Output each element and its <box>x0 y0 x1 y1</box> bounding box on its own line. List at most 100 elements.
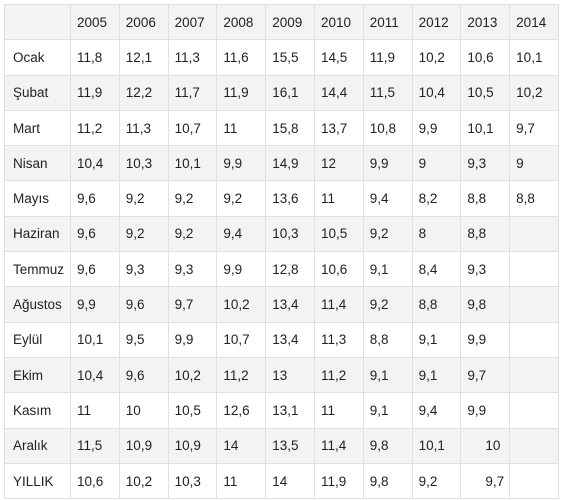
value-cell: 10,4 <box>70 356 120 394</box>
value-cell: 11,3 <box>167 39 218 76</box>
month-label-cell: Mayıs <box>4 180 71 217</box>
value-cell: 9,9 <box>411 109 462 147</box>
value-cell: 9,3 <box>460 145 511 182</box>
value-cell: 10,1 <box>509 39 559 76</box>
value-cell: 12,8 <box>265 251 315 288</box>
value-cell: 9 <box>411 145 462 182</box>
value-cell: 16,1 <box>265 74 315 111</box>
month-label-cell: Eylül <box>4 321 71 358</box>
value-cell: 12,2 <box>118 74 169 111</box>
year-header-cell: 2009 <box>265 3 315 41</box>
value-cell: 9,9 <box>362 145 413 182</box>
value-cell: 13,1 <box>265 392 315 429</box>
value-cell: 13,5 <box>265 427 315 464</box>
year-header-cell: 2010 <box>313 3 364 41</box>
value-cell: 10 <box>460 427 511 464</box>
value-cell: 9,6 <box>118 286 169 323</box>
month-label-cell: Haziran <box>4 215 71 253</box>
value-cell: 9,4 <box>362 180 413 217</box>
value-cell: 9,9 <box>167 321 218 358</box>
value-cell: 9,6 <box>70 180 120 217</box>
value-cell: 9,8 <box>362 427 413 464</box>
value-cell: 8,8 <box>509 180 559 217</box>
value-cell: 9 <box>509 145 559 182</box>
value-cell: 10,2 <box>216 286 267 323</box>
value-cell: 11 <box>216 462 267 500</box>
month-label-cell: Nisan <box>4 145 71 182</box>
value-cell: 11,9 <box>313 462 364 500</box>
table-row: Haziran 9,6 9,2 9,2 9,4 10,3 10,5 9,2 8 8,8 <box>4 215 559 253</box>
value-cell: 10,5 <box>167 392 218 429</box>
value-cell: 9,7 <box>509 109 559 147</box>
value-cell: 11 <box>313 392 364 429</box>
value-cell: 9,1 <box>362 251 413 288</box>
value-cell: 8,8 <box>411 286 462 323</box>
value-cell: 11,8 <box>70 39 120 76</box>
value-cell: 9,2 <box>411 462 462 500</box>
table-row: YILLIK 10,6 10,2 10,3 11 14 11,9 9,8 9,2 9,7 <box>4 462 559 500</box>
value-cell: 14,4 <box>313 74 364 111</box>
value-cell: 14 <box>216 427 267 464</box>
table-row: Ekim 10,4 9,6 10,2 11,2 13 11,2 9,1 9,1 9,7 <box>4 356 559 394</box>
month-label-cell: Şubat <box>4 74 71 111</box>
month-label-cell: Ekim <box>4 356 71 394</box>
month-label-cell: Ağustos <box>4 286 71 323</box>
value-cell <box>509 427 559 464</box>
year-header-cell: 2012 <box>411 3 462 41</box>
table-body: Ocak 11,8 12,1 11,3 11,6 15,5 14,5 11,9 10,2 10,6… <box>4 39 559 500</box>
value-cell: 11,3 <box>118 109 169 147</box>
value-cell <box>509 462 559 500</box>
month-label-cell: YILLIK <box>4 462 71 500</box>
value-cell: 9,8 <box>362 462 413 500</box>
value-cell <box>509 251 559 288</box>
value-cell: 11,7 <box>167 74 218 111</box>
value-cell: 9,7 <box>167 286 218 323</box>
data-table-container: 2005 2006 2007 2008 2009 2010 2011 2012 2013 2014… <box>4 3 559 500</box>
value-cell: 9,2 <box>118 215 169 253</box>
value-cell: 9,1 <box>362 356 413 394</box>
month-label-cell: Kasım <box>4 392 71 429</box>
header-row: 2005 2006 2007 2008 2009 2010 2011 2012 2013 2014 <box>4 3 559 41</box>
value-cell: 11 <box>70 392 120 429</box>
value-cell: 10,1 <box>460 109 511 147</box>
table-header: 2005 2006 2007 2008 2009 2010 2011 2012 2013 2014 <box>4 3 559 41</box>
value-cell: 9,6 <box>70 251 120 288</box>
table-row: Mayıs 9,6 9,2 9,2 9,2 13,6 11 9,4 8,2 8,8 8,8 <box>4 180 559 217</box>
table-row: Temmuz 9,6 9,3 9,3 9,9 12,8 10,6 9,1 8,4 9,3 <box>4 251 559 288</box>
value-cell: 9,9 <box>70 286 120 323</box>
table-row: Ağustos 9,9 9,6 9,7 10,2 13,4 11,4 9,2 8,8 9,8 <box>4 286 559 323</box>
value-cell: 10,7 <box>216 321 267 358</box>
value-cell: 9,1 <box>411 356 462 394</box>
value-cell: 10,6 <box>460 39 511 76</box>
year-header-cell: 2011 <box>362 3 413 41</box>
month-label-cell: Mart <box>4 109 71 147</box>
value-cell: 9,2 <box>362 286 413 323</box>
value-cell: 8,4 <box>411 251 462 288</box>
value-cell: 10,4 <box>70 145 120 182</box>
value-cell: 10,2 <box>509 74 559 111</box>
year-header-cell: 2014 <box>509 3 559 41</box>
value-cell: 15,5 <box>265 39 315 76</box>
table-row: Ocak 11,8 12,1 11,3 11,6 15,5 14,5 11,9 10,2 10,6… <box>4 39 559 76</box>
value-cell: 11,9 <box>70 74 120 111</box>
value-cell: 9,9 <box>216 251 267 288</box>
value-cell: 8,2 <box>411 180 462 217</box>
value-cell: 10,3 <box>265 215 315 253</box>
value-cell: 9,2 <box>362 215 413 253</box>
month-label-cell: Ocak <box>4 39 71 76</box>
header-corner-cell <box>4 3 71 41</box>
year-header-cell: 2007 <box>167 3 218 41</box>
value-cell: 9,9 <box>460 321 511 358</box>
value-cell: 9,7 <box>460 356 511 394</box>
table-row: Eylül 10,1 9,5 9,9 10,7 13,4 11,3 8,8 9,1 9,9 <box>4 321 559 358</box>
value-cell: 11,3 <box>313 321 364 358</box>
data-table: 2005 2006 2007 2008 2009 2010 2011 2012 2013 2014… <box>4 3 559 500</box>
value-cell: 9,4 <box>216 215 267 253</box>
value-cell: 10,6 <box>70 462 120 500</box>
value-cell <box>509 286 559 323</box>
value-cell: 11 <box>216 109 267 147</box>
value-cell: 11,6 <box>216 39 267 76</box>
value-cell: 9,2 <box>216 180 267 217</box>
value-cell: 10,2 <box>411 39 462 76</box>
value-cell: 10,3 <box>118 145 169 182</box>
